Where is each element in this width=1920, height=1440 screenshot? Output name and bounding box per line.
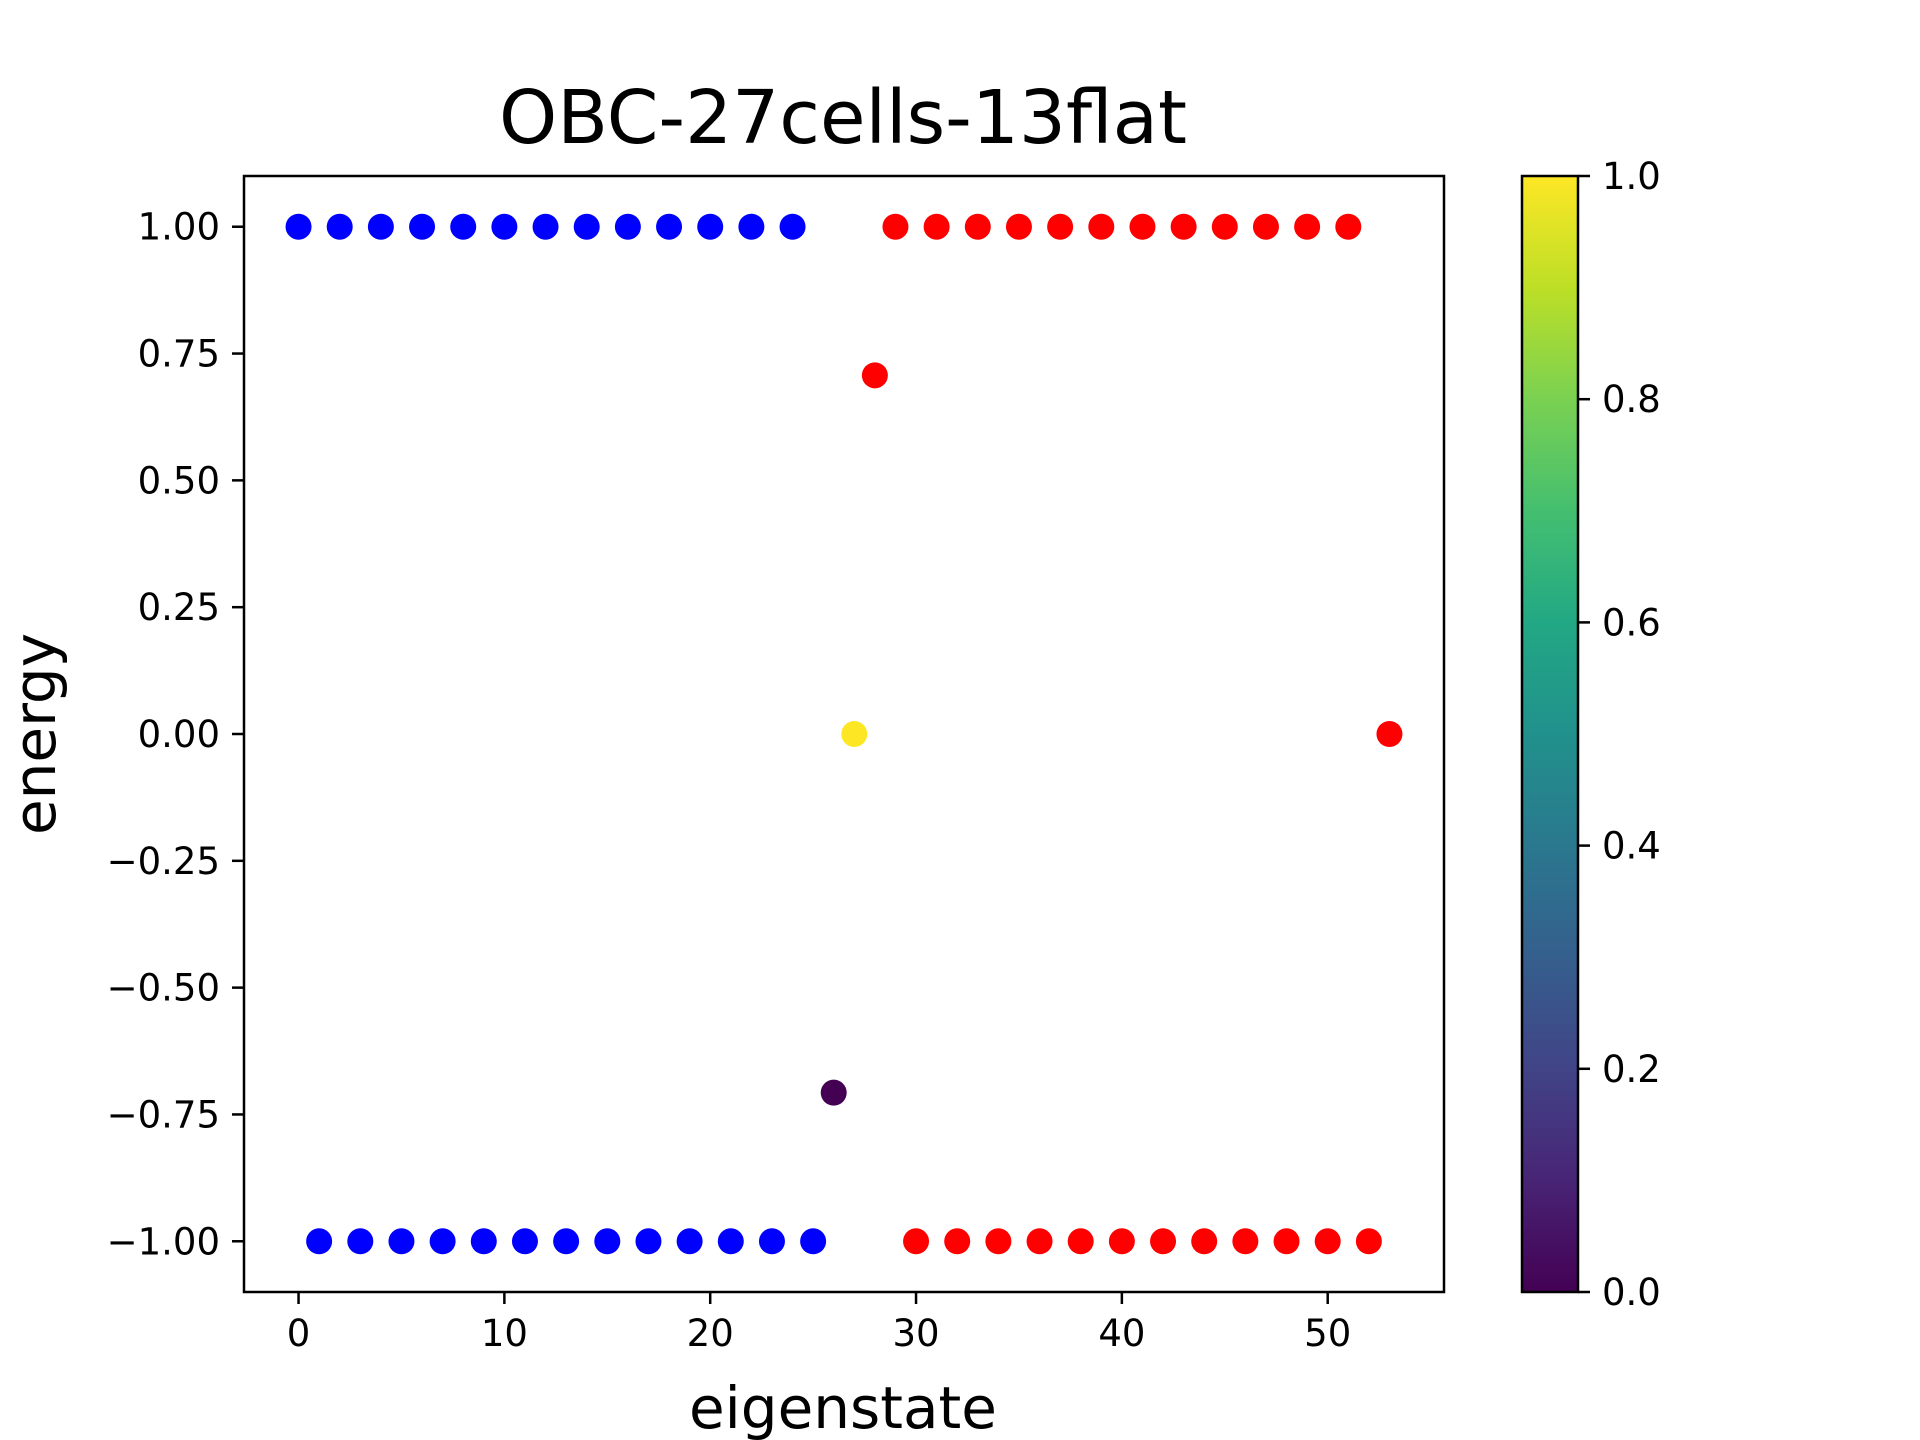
data-point xyxy=(1150,1228,1177,1255)
plot-area: 0 10 20 30 40 50 1.00 0.75 0.50 0.25 0.00 −0.25 −0.… xyxy=(107,174,1446,1355)
colorbar-tick-label: 0.6 xyxy=(1602,601,1661,644)
data-point xyxy=(985,1228,1012,1255)
data-point xyxy=(964,213,991,240)
data-point xyxy=(944,1228,971,1255)
data-point xyxy=(1047,213,1074,240)
data-point xyxy=(758,1228,785,1255)
data-point xyxy=(409,213,436,240)
data-point xyxy=(573,213,600,240)
data-point xyxy=(1129,213,1156,240)
data-point xyxy=(594,1228,621,1255)
data-point xyxy=(800,1228,827,1255)
y-tick-label: 0.50 xyxy=(138,459,220,502)
y-tick-label: 0.00 xyxy=(138,713,220,756)
data-point xyxy=(306,1228,333,1255)
data-point xyxy=(1108,1228,1135,1255)
data-point xyxy=(553,1228,580,1255)
colorbar-tick-label: 0.2 xyxy=(1602,1048,1661,1091)
data-point xyxy=(326,213,353,240)
y-tick-label: 0.75 xyxy=(138,333,220,376)
data-point xyxy=(882,213,909,240)
colorbar-tick-label: 1.0 xyxy=(1602,155,1661,198)
data-point xyxy=(1273,1228,1300,1255)
data-point xyxy=(1314,1228,1341,1255)
colorbar-gradient xyxy=(1520,174,1580,1294)
data-point xyxy=(1232,1228,1259,1255)
data-point xyxy=(717,1228,744,1255)
x-tick-label: 0 xyxy=(287,1312,311,1355)
data-point xyxy=(1211,213,1238,240)
data-point xyxy=(1191,1228,1218,1255)
colorbar: 0.0 0.2 0.4 0.6 0.8 1.0 xyxy=(1520,155,1661,1314)
data-point xyxy=(1005,213,1032,240)
data-point xyxy=(841,721,868,747)
data-point xyxy=(347,1228,374,1255)
data-point xyxy=(697,213,724,240)
colorbar-tick-label: 0.8 xyxy=(1602,378,1661,421)
data-point xyxy=(1170,213,1197,240)
y-tick-label: 0.25 xyxy=(138,586,220,629)
y-tick-label: 1.00 xyxy=(138,206,220,249)
data-point xyxy=(779,213,806,240)
data-point xyxy=(923,213,950,240)
data-point xyxy=(450,213,477,240)
data-point xyxy=(656,213,683,240)
x-axis-ticks: 0 10 20 30 40 50 xyxy=(287,1292,1351,1355)
data-points xyxy=(285,213,1403,1255)
data-point xyxy=(1355,1228,1382,1255)
y-tick-label: −0.25 xyxy=(107,840,220,883)
data-point xyxy=(614,213,641,240)
y-tick-label: −0.50 xyxy=(107,967,220,1010)
data-point xyxy=(635,1228,662,1255)
x-tick-label: 20 xyxy=(687,1312,734,1355)
data-point xyxy=(532,213,559,240)
colorbar-ticks: 0.0 0.2 0.4 0.6 0.8 1.0 xyxy=(1578,155,1661,1314)
y-axis-ticks: 1.00 0.75 0.50 0.25 0.00 −0.25 −0.50 −0.75 −1.00 xyxy=(107,206,244,1263)
data-point xyxy=(285,213,312,240)
y-tick-label: −1.00 xyxy=(107,1220,220,1263)
data-point xyxy=(1088,213,1115,240)
chart-title: OBC-27cells-13flat xyxy=(499,75,1187,161)
data-point xyxy=(738,213,765,240)
data-point xyxy=(676,1228,703,1255)
x-tick-label: 50 xyxy=(1304,1312,1351,1355)
data-point xyxy=(1026,1228,1053,1255)
y-tick-label: −0.75 xyxy=(107,1093,220,1136)
data-point xyxy=(511,1228,538,1255)
data-point xyxy=(1067,1228,1094,1255)
data-point xyxy=(1294,213,1321,240)
colorbar-tick-label: 0.4 xyxy=(1602,825,1661,868)
x-tick-label: 30 xyxy=(892,1312,939,1355)
data-point xyxy=(491,213,518,240)
data-point xyxy=(1252,213,1279,240)
x-axis-label: eigenstate xyxy=(689,1374,997,1440)
y-axis-label: energy xyxy=(1,633,69,835)
data-point xyxy=(1335,213,1362,240)
data-point xyxy=(388,1228,415,1255)
x-tick-label: 10 xyxy=(481,1312,528,1355)
data-point xyxy=(1376,721,1403,747)
data-point xyxy=(820,1079,847,1106)
x-tick-label: 40 xyxy=(1098,1312,1145,1355)
data-point xyxy=(367,213,394,240)
data-point xyxy=(903,1228,930,1255)
colorbar-tick-label: 0.0 xyxy=(1602,1271,1661,1314)
data-point xyxy=(470,1228,497,1255)
data-point xyxy=(429,1228,456,1255)
data-point xyxy=(861,362,888,389)
